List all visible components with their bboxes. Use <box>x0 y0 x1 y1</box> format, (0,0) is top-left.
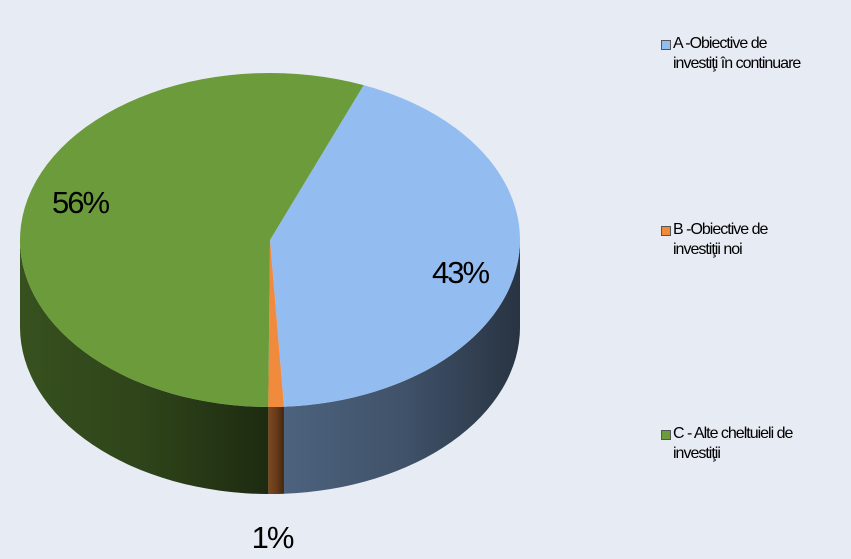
legend-swatch <box>661 40 671 50</box>
data-label: 43% <box>432 255 489 290</box>
slice-side-shade <box>268 406 284 495</box>
slice <box>268 240 284 407</box>
data-label: 56% <box>52 185 109 220</box>
slice-side-shade <box>283 240 521 494</box>
slice <box>20 73 364 407</box>
slice-side-shade <box>20 240 269 494</box>
legend-label: B -Obiective de investiţii noi <box>673 221 768 258</box>
legend-swatch <box>661 430 671 440</box>
legend-label: C - Alte cheltuieli de investiţii <box>673 425 793 462</box>
slice <box>270 85 521 407</box>
legend-label: A -Obiective de investiţi în continuare <box>673 35 801 72</box>
data-label: 1% <box>252 520 294 555</box>
legend-swatch <box>661 226 671 236</box>
